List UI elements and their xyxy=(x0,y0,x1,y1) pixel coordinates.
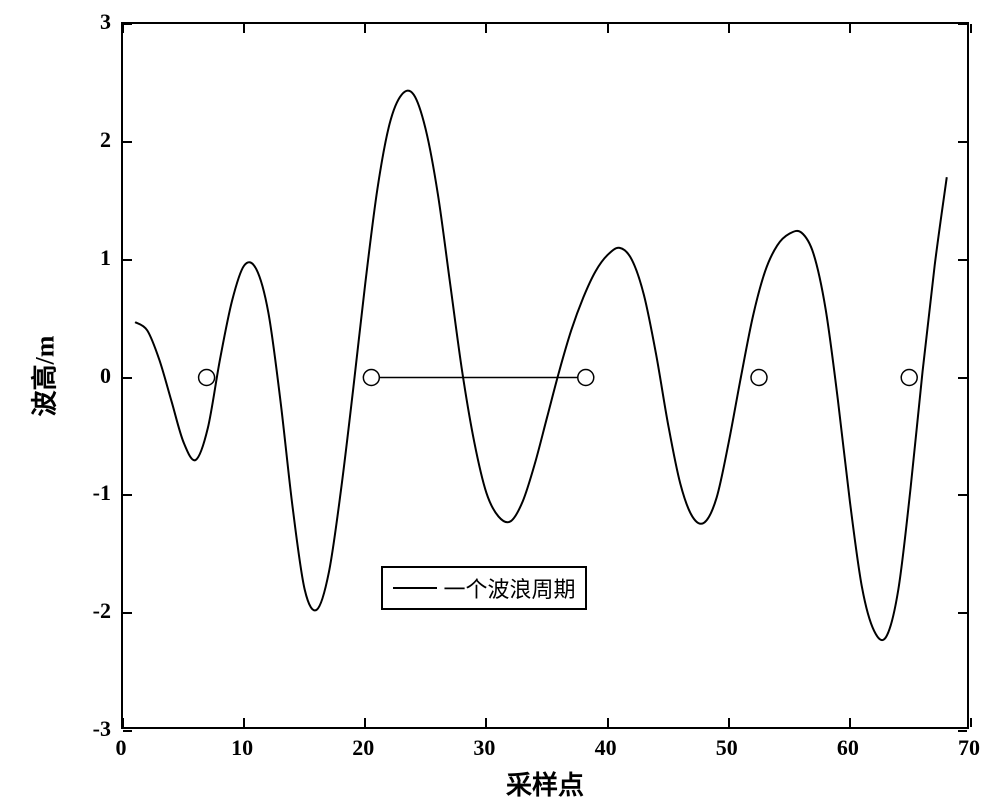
y-axis-label: 波高/m xyxy=(25,335,62,416)
x-axis-label: 采样点 xyxy=(506,765,584,802)
x-tick-label: 60 xyxy=(837,735,859,761)
x-tick-label: 30 xyxy=(473,735,495,761)
y-tick-label: 0 xyxy=(100,363,111,389)
zero-crossing-marker xyxy=(363,370,379,386)
y-tick-label: 3 xyxy=(100,9,111,35)
legend: 一个波浪周期 xyxy=(381,566,587,610)
zero-crossing-marker xyxy=(901,370,917,386)
y-tick-label: -2 xyxy=(93,598,111,624)
zero-crossing-marker xyxy=(199,370,215,386)
x-tick-label: 0 xyxy=(116,735,127,761)
x-tick-label: 50 xyxy=(716,735,738,761)
y-tick-label: 1 xyxy=(100,245,111,271)
x-tick-label: 20 xyxy=(352,735,374,761)
plot-area xyxy=(121,22,969,729)
wave-line xyxy=(135,91,947,640)
legend-label: 一个波浪周期 xyxy=(443,572,575,604)
zero-crossing-marker xyxy=(578,370,594,386)
zero-crossing-marker xyxy=(751,370,767,386)
y-tick-label: -3 xyxy=(93,716,111,742)
y-tick-label: -1 xyxy=(93,480,111,506)
x-tick-label: 40 xyxy=(595,735,617,761)
y-tick-label: 2 xyxy=(100,127,111,153)
legend-sample-line xyxy=(393,587,437,589)
x-tick-label: 10 xyxy=(231,735,253,761)
x-tick-label: 70 xyxy=(958,735,980,761)
wave-curve-svg xyxy=(123,24,971,731)
figure: 0 10 20 30 40 50 60 70 -3 -2 -1 0 1 2 3 采样点 波高/m 一个波浪… xyxy=(0,0,1000,803)
